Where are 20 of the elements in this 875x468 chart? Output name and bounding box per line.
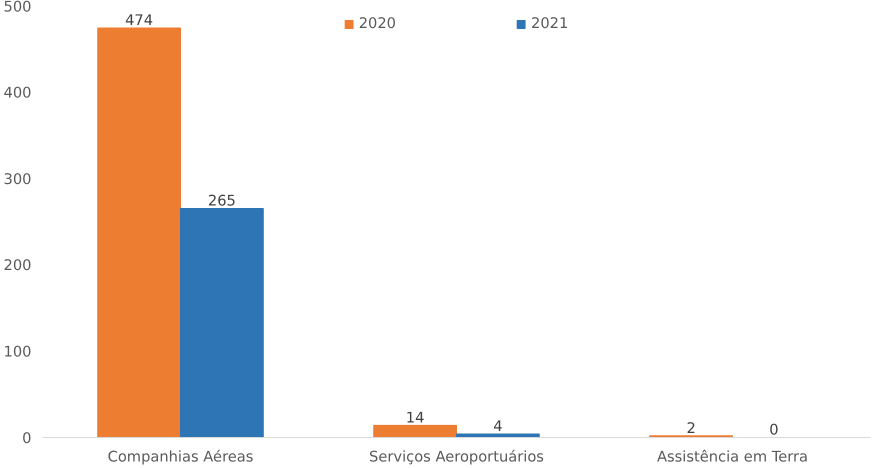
y-tick-label: 0 bbox=[22, 430, 32, 447]
data-label: 2 bbox=[686, 420, 696, 437]
data-label: 4 bbox=[493, 418, 503, 436]
y-tick-label: 100 bbox=[4, 344, 32, 361]
data-label: 0 bbox=[769, 422, 779, 438]
data-label: 14 bbox=[406, 409, 424, 426]
y-tick-label: 200 bbox=[4, 257, 32, 274]
bar bbox=[373, 424, 457, 438]
data-label: 265 bbox=[208, 192, 236, 210]
y-tick-label: 400 bbox=[4, 84, 32, 102]
bar bbox=[97, 27, 181, 438]
x-tick-label: Assistência em Terra bbox=[656, 448, 808, 466]
x-tick-label: Serviços Aeroportuários bbox=[369, 448, 544, 466]
data-label: 474 bbox=[125, 12, 154, 29]
x-tick-label: Companhias Aéreas bbox=[108, 448, 254, 466]
bar bbox=[180, 208, 264, 438]
legend-label: 2021 bbox=[531, 15, 568, 32]
legend-label: 2020 bbox=[358, 15, 396, 32]
y-tick-label: 500 bbox=[4, 0, 32, 16]
y-tick-label: 300 bbox=[4, 170, 32, 188]
